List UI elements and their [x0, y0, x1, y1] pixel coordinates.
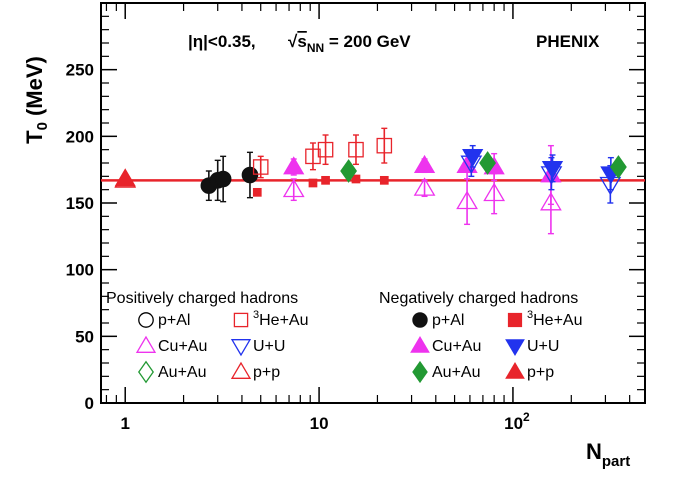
data-point — [282, 178, 305, 198]
data-point — [376, 137, 393, 154]
annotation-energy-value: = 200 GeV — [324, 32, 411, 51]
data-point — [321, 175, 330, 185]
legend-label: U+U — [527, 338, 559, 355]
legend-marker — [505, 339, 525, 356]
y-tick-label: 100 — [66, 261, 94, 280]
legend-header-negative: Negatively charged hadrons — [379, 290, 578, 307]
data-point — [413, 154, 436, 173]
legend-label: 3He+Au — [527, 309, 583, 329]
legend-label: Cu+Au — [432, 338, 481, 355]
y-tick-label: 150 — [66, 194, 94, 213]
x-axis-title-main: N — [586, 439, 602, 464]
legend-marker — [412, 312, 428, 328]
y-axis-title-sub: 0 — [34, 122, 51, 130]
data-point — [252, 187, 262, 197]
legend-marker — [507, 312, 523, 328]
data-point — [348, 141, 364, 158]
y-tick-label: 50 — [75, 327, 94, 346]
legend-label: p+p — [527, 364, 554, 381]
legend-entry-neg_UU: U+U — [505, 338, 559, 356]
y-axis-title: T0 (MeV) — [22, 56, 51, 144]
data-point — [283, 156, 305, 175]
series-neg_pAl — [200, 151, 259, 203]
svg-text:T0(MeV): T0 (MeV) — [22, 56, 51, 144]
legend-label: p+Al — [158, 312, 190, 329]
series-neg_AuAu — [340, 151, 627, 183]
legend-label: Au+Au — [432, 364, 480, 381]
annotation-eta-cut: |η|<0.35, — [188, 32, 256, 51]
legend-label: p+p — [253, 364, 280, 381]
legend-label: 3He+Au — [253, 309, 309, 329]
data-point — [379, 175, 389, 185]
legend-entry-pos_AuAu: Au+Au — [138, 360, 206, 384]
data-point — [483, 182, 506, 202]
data-point — [214, 170, 232, 188]
legend-entry-pos_CuAu: Cu+Au — [135, 335, 207, 355]
y-axis-title-main: T — [22, 130, 47, 144]
annotation-s: s — [297, 32, 306, 51]
data-point — [340, 159, 358, 183]
annotation-nn: NN — [307, 41, 324, 55]
legend-marker — [138, 360, 154, 384]
y-axis-title-unit: (MeV) — [22, 56, 47, 116]
data-point — [479, 151, 496, 175]
legend-entry-neg_HeAu: 3He+Au — [507, 309, 583, 329]
legend-marker — [138, 312, 154, 328]
data-point — [114, 168, 136, 187]
legend-marker — [410, 336, 430, 353]
series-neg_HeAu — [252, 174, 389, 197]
legend-entry-neg_AuAu: Au+Au — [412, 360, 480, 384]
data-point — [241, 166, 259, 184]
data-point — [462, 149, 484, 168]
legend-marker — [230, 361, 252, 379]
data-point — [252, 159, 269, 175]
legend-marker — [412, 360, 428, 384]
annotation-experiment: PHENIX — [536, 32, 600, 51]
data-point — [351, 174, 361, 184]
annotation-sqrt: √ — [288, 32, 298, 51]
y-tick-label: 0 — [85, 394, 94, 413]
legend-marker — [230, 339, 252, 357]
legend-entry-neg_pAl: p+Al — [412, 312, 464, 329]
series-neg_pp — [114, 168, 136, 187]
x-tick-label: 10 — [310, 414, 329, 433]
x-axis-title: Npart — [586, 439, 630, 470]
legend-label: U+U — [253, 338, 285, 355]
legend-header-positive: Positively charged hadrons — [106, 290, 298, 307]
legend-label: Au+Au — [158, 364, 206, 381]
legend-label: Cu+Au — [158, 338, 207, 355]
data-point — [540, 191, 562, 211]
x-tick-label: 1 — [120, 414, 129, 433]
legend-marker — [505, 362, 525, 379]
data-point — [317, 141, 334, 158]
data-point — [541, 161, 564, 180]
legend-entry-neg_pp: p+p — [505, 362, 554, 381]
legend-label: p+Al — [432, 312, 464, 329]
data-point — [308, 178, 318, 188]
series-pos_HeAu — [252, 127, 393, 179]
legend-entry-pos_pAl: p+Al — [138, 312, 190, 329]
data-point — [609, 155, 627, 179]
legend-entry-neg_CuAu: Cu+Au — [410, 336, 481, 355]
legend-entry-pos_pp: p+p — [230, 361, 280, 381]
data-point — [456, 190, 478, 210]
legend-entry-pos_HeAu: 3He+Au — [233, 309, 309, 329]
y-tick-label: 250 — [66, 61, 94, 80]
y-tick-label: 200 — [66, 127, 94, 146]
annotation-energy: √sNN = 200 GeV — [288, 32, 411, 55]
legend-entry-pos_UU: U+U — [230, 338, 285, 357]
x-axis-title-sub: part — [602, 453, 630, 470]
legend-marker — [233, 312, 249, 328]
legend-marker — [135, 335, 157, 353]
x-tick-label: 102 — [504, 410, 530, 433]
data-point — [413, 177, 436, 196]
